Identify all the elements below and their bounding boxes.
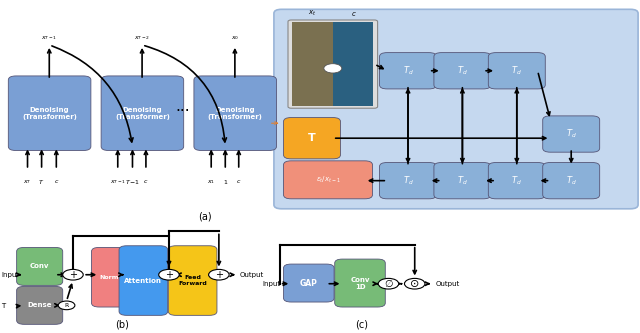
- Text: ∅: ∅: [384, 279, 393, 289]
- Text: (b): (b): [115, 320, 129, 330]
- Text: $x_{T-1}$: $x_{T-1}$: [41, 34, 58, 42]
- Text: $c$: $c$: [236, 178, 241, 185]
- FancyBboxPatch shape: [380, 163, 436, 199]
- Text: $T_d$: $T_d$: [457, 65, 468, 77]
- Text: $T_d$: $T_d$: [566, 174, 577, 187]
- Circle shape: [378, 278, 399, 289]
- Text: $T_d$: $T_d$: [566, 128, 577, 140]
- FancyBboxPatch shape: [543, 116, 600, 152]
- Text: Output: Output: [240, 272, 264, 278]
- Text: $x_0$: $x_0$: [231, 34, 239, 42]
- Text: $x_{T-2}$: $x_{T-2}$: [134, 34, 150, 42]
- Text: $\epsilon_t/x_{t-1}$: $\epsilon_t/x_{t-1}$: [316, 175, 340, 185]
- Text: T: T: [308, 133, 316, 143]
- FancyBboxPatch shape: [434, 53, 491, 89]
- Text: Denoising
(Transformer): Denoising (Transformer): [208, 107, 262, 120]
- FancyBboxPatch shape: [292, 22, 333, 106]
- Text: $T_d$: $T_d$: [511, 174, 522, 187]
- FancyBboxPatch shape: [8, 76, 91, 151]
- Text: $T$: $T$: [38, 178, 45, 186]
- Text: (c): (c): [355, 320, 368, 330]
- Circle shape: [324, 64, 342, 73]
- Text: $T_d$: $T_d$: [457, 174, 468, 187]
- FancyBboxPatch shape: [284, 264, 334, 302]
- Text: (a): (a): [198, 211, 212, 221]
- Text: Feed
Forward: Feed Forward: [179, 275, 207, 286]
- Text: T: T: [1, 303, 6, 309]
- Text: Conv
1D: Conv 1D: [350, 276, 370, 290]
- FancyBboxPatch shape: [380, 53, 436, 89]
- Text: $x_{T-1}$: $x_{T-1}$: [109, 178, 126, 186]
- FancyArrowPatch shape: [52, 46, 133, 142]
- Text: ···: ···: [175, 104, 189, 119]
- FancyBboxPatch shape: [333, 22, 373, 106]
- Text: $x_t$: $x_t$: [308, 8, 316, 18]
- Text: Input: Input: [1, 272, 19, 278]
- FancyArrowPatch shape: [145, 46, 227, 142]
- Text: Denoising
(Transformer): Denoising (Transformer): [22, 107, 77, 120]
- FancyBboxPatch shape: [92, 247, 127, 307]
- FancyBboxPatch shape: [288, 20, 378, 108]
- Text: +: +: [165, 270, 173, 280]
- FancyBboxPatch shape: [543, 163, 600, 199]
- Text: Input: Input: [262, 281, 280, 287]
- Text: R: R: [65, 303, 68, 308]
- Circle shape: [159, 269, 179, 280]
- FancyBboxPatch shape: [17, 286, 63, 324]
- Text: $1$: $1$: [223, 178, 228, 186]
- Text: Output: Output: [435, 281, 460, 287]
- Text: $T\!-\!1$: $T\!-\!1$: [125, 178, 140, 186]
- Circle shape: [404, 278, 425, 289]
- Circle shape: [58, 301, 75, 310]
- Circle shape: [209, 269, 229, 280]
- FancyBboxPatch shape: [119, 246, 168, 315]
- Text: Dense: Dense: [28, 302, 52, 308]
- FancyBboxPatch shape: [194, 76, 276, 151]
- Text: GAP: GAP: [300, 278, 317, 288]
- Text: +: +: [215, 270, 223, 280]
- FancyBboxPatch shape: [488, 53, 545, 89]
- Text: +: +: [69, 270, 77, 280]
- FancyBboxPatch shape: [17, 247, 63, 285]
- Text: Denoising
(Transformer): Denoising (Transformer): [115, 107, 170, 120]
- Text: $c$: $c$: [351, 10, 356, 18]
- FancyBboxPatch shape: [434, 163, 491, 199]
- FancyBboxPatch shape: [274, 9, 638, 209]
- FancyBboxPatch shape: [488, 163, 545, 199]
- FancyBboxPatch shape: [335, 259, 385, 307]
- Text: Conv: Conv: [30, 263, 49, 269]
- Text: Norm: Norm: [100, 275, 119, 280]
- FancyBboxPatch shape: [101, 76, 184, 151]
- Circle shape: [63, 269, 83, 280]
- FancyBboxPatch shape: [284, 118, 340, 159]
- Text: $T_d$: $T_d$: [511, 65, 522, 77]
- Text: ⊙: ⊙: [410, 279, 419, 289]
- Text: $c$: $c$: [143, 178, 148, 185]
- FancyArrowPatch shape: [271, 122, 278, 125]
- FancyBboxPatch shape: [168, 246, 217, 315]
- Text: Attention: Attention: [124, 277, 163, 284]
- Text: $x_T$: $x_T$: [23, 178, 32, 186]
- Text: $T_d$: $T_d$: [403, 174, 413, 187]
- FancyBboxPatch shape: [284, 161, 372, 199]
- Text: $T_d$: $T_d$: [403, 65, 413, 77]
- Text: $x_1$: $x_1$: [207, 178, 215, 186]
- Text: $c$: $c$: [54, 178, 59, 185]
